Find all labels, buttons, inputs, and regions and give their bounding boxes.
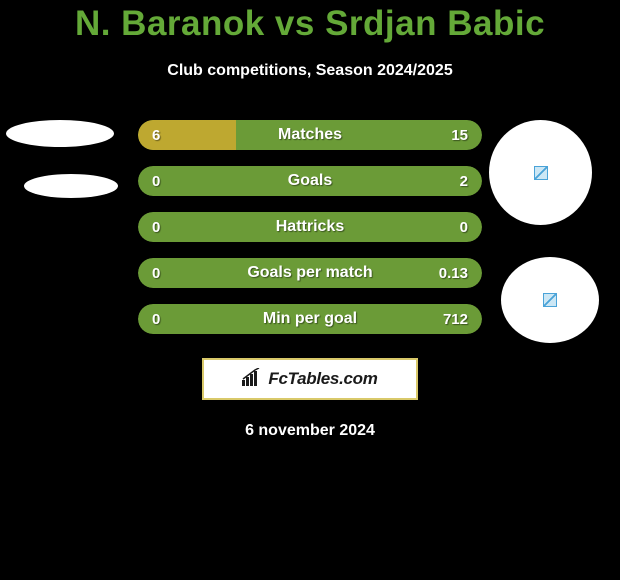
image-placeholder-icon — [543, 293, 557, 307]
date-line: 6 november 2024 — [0, 422, 620, 440]
stat-label: Min per goal — [138, 304, 482, 334]
subtitle: Club competitions, Season 2024/2025 — [0, 62, 620, 80]
brand-label: FcTables.com — [268, 369, 377, 389]
image-placeholder-icon — [534, 166, 548, 180]
stats-area: 6Matches150Goals20Hattricks00Goals per m… — [0, 120, 620, 340]
stat-label: Matches — [138, 120, 482, 150]
player2-avatar-top — [489, 120, 592, 225]
player2-avatar-bottom — [501, 257, 599, 343]
brand-chart-icon — [242, 368, 264, 391]
stat-value-right: 712 — [443, 304, 468, 334]
stat-value-right: 2 — [460, 166, 468, 196]
page-title: N. Baranok vs Srdjan Babic — [0, 4, 620, 44]
stat-row: 0Goals per match0.13 — [138, 258, 482, 288]
stat-row: 0Hattricks0 — [138, 212, 482, 242]
player1-avatar-fragment-bottom — [24, 174, 118, 198]
stat-value-right: 0 — [460, 212, 468, 242]
stat-label: Hattricks — [138, 212, 482, 242]
stat-label: Goals — [138, 166, 482, 196]
player1-avatar-fragment-top — [6, 120, 114, 147]
stat-value-right: 0.13 — [439, 258, 468, 288]
stat-value-right: 15 — [451, 120, 468, 150]
stat-row: 0Goals2 — [138, 166, 482, 196]
comparison-card: N. Baranok vs Srdjan Babic Club competit… — [0, 0, 620, 440]
stat-bars: 6Matches150Goals20Hattricks00Goals per m… — [138, 120, 482, 350]
brand-badge[interactable]: FcTables.com — [202, 358, 418, 400]
stat-label: Goals per match — [138, 258, 482, 288]
stat-row: 6Matches15 — [138, 120, 482, 150]
stat-row: 0Min per goal712 — [138, 304, 482, 334]
